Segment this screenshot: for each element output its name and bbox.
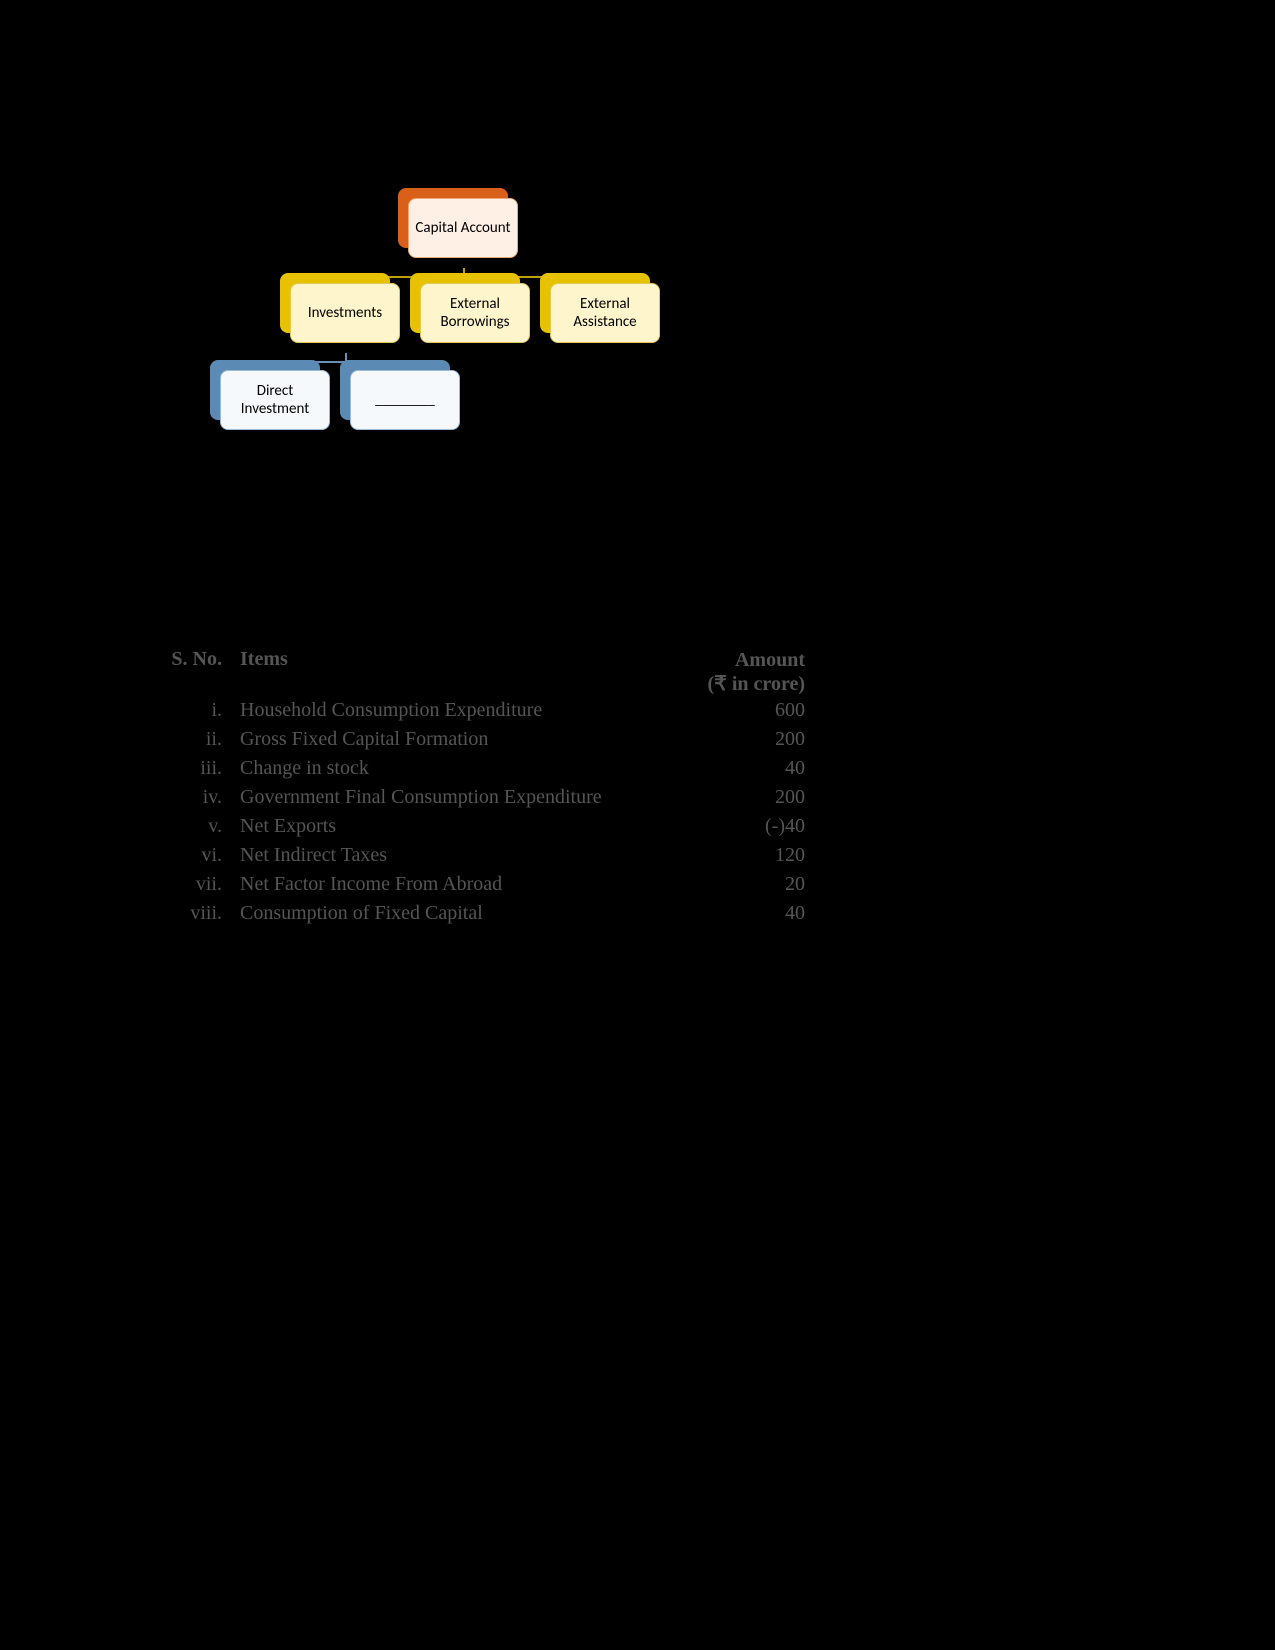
cell-item: Change in stock <box>240 754 675 783</box>
table-row: i.Household Consumption Expenditure600 <box>165 696 805 725</box>
node-label: ________ <box>375 391 435 409</box>
node-external-borrowings: External Borrowings <box>420 283 540 353</box>
page: Capital Account Investments External Bor… <box>130 120 1145 1530</box>
cell-sn: ii. <box>165 725 240 754</box>
table-row: ii.Gross Fixed Capital Formation200 <box>165 725 805 754</box>
table-row: vii.Net Factor Income From Abroad20 <box>165 870 805 899</box>
cell-amount: 200 <box>675 783 805 812</box>
node-label: Capital Account <box>415 219 510 237</box>
node-investments: Investments <box>290 283 410 353</box>
node-direct-investment: Direct Investment <box>220 370 340 440</box>
cell-item: Household Consumption Expenditure <box>240 696 675 725</box>
table-row: vi.Net Indirect Taxes120 <box>165 841 805 870</box>
node-label: External Borrowings <box>425 295 525 331</box>
cell-amount: 40 <box>675 754 805 783</box>
node-blank: ________ <box>350 370 470 440</box>
cell-sn: i. <box>165 696 240 725</box>
cell-sn: vii. <box>165 870 240 899</box>
node-label: Investments <box>308 304 382 322</box>
table-row: iv.Government Final Consumption Expendit… <box>165 783 805 812</box>
cell-item: Net Exports <box>240 812 675 841</box>
cell-item: Gross Fixed Capital Formation <box>240 725 675 754</box>
cell-item: Consumption of Fixed Capital <box>240 899 675 928</box>
cell-amount: (-)40 <box>675 812 805 841</box>
table-body: i.Household Consumption Expenditure600ii… <box>165 696 805 928</box>
cell-sn: iii. <box>165 754 240 783</box>
node-label: Direct Investment <box>225 382 325 418</box>
cell-item: Net Indirect Taxes <box>240 841 675 870</box>
node-external-assistance: External Assistance <box>550 283 670 353</box>
table-header: S. No. Items Amount (₹ in crore) <box>165 648 805 696</box>
node-root: Capital Account <box>408 198 528 268</box>
cell-amount: 20 <box>675 870 805 899</box>
cell-item: Government Final Consumption Expenditure <box>240 783 675 812</box>
cell-item: Net Factor Income From Abroad <box>240 870 675 899</box>
cell-amount: 40 <box>675 899 805 928</box>
cell-sn: vi. <box>165 841 240 870</box>
table-row: viii.Consumption of Fixed Capital40 <box>165 899 805 928</box>
table-row: v.Net Exports(-)40 <box>165 812 805 841</box>
header-amount: Amount (₹ in crore) <box>675 648 805 696</box>
cell-amount: 120 <box>675 841 805 870</box>
cell-sn: iv. <box>165 783 240 812</box>
cell-amount: 600 <box>675 696 805 725</box>
cell-sn: v. <box>165 812 240 841</box>
items-table: S. No. Items Amount (₹ in crore) i.House… <box>165 648 805 928</box>
header-item: Items <box>240 648 675 696</box>
table-row: iii.Change in stock40 <box>165 754 805 783</box>
cell-sn: viii. <box>165 899 240 928</box>
node-label: External Assistance <box>555 295 655 331</box>
header-sn: S. No. <box>165 648 240 696</box>
cell-amount: 200 <box>675 725 805 754</box>
